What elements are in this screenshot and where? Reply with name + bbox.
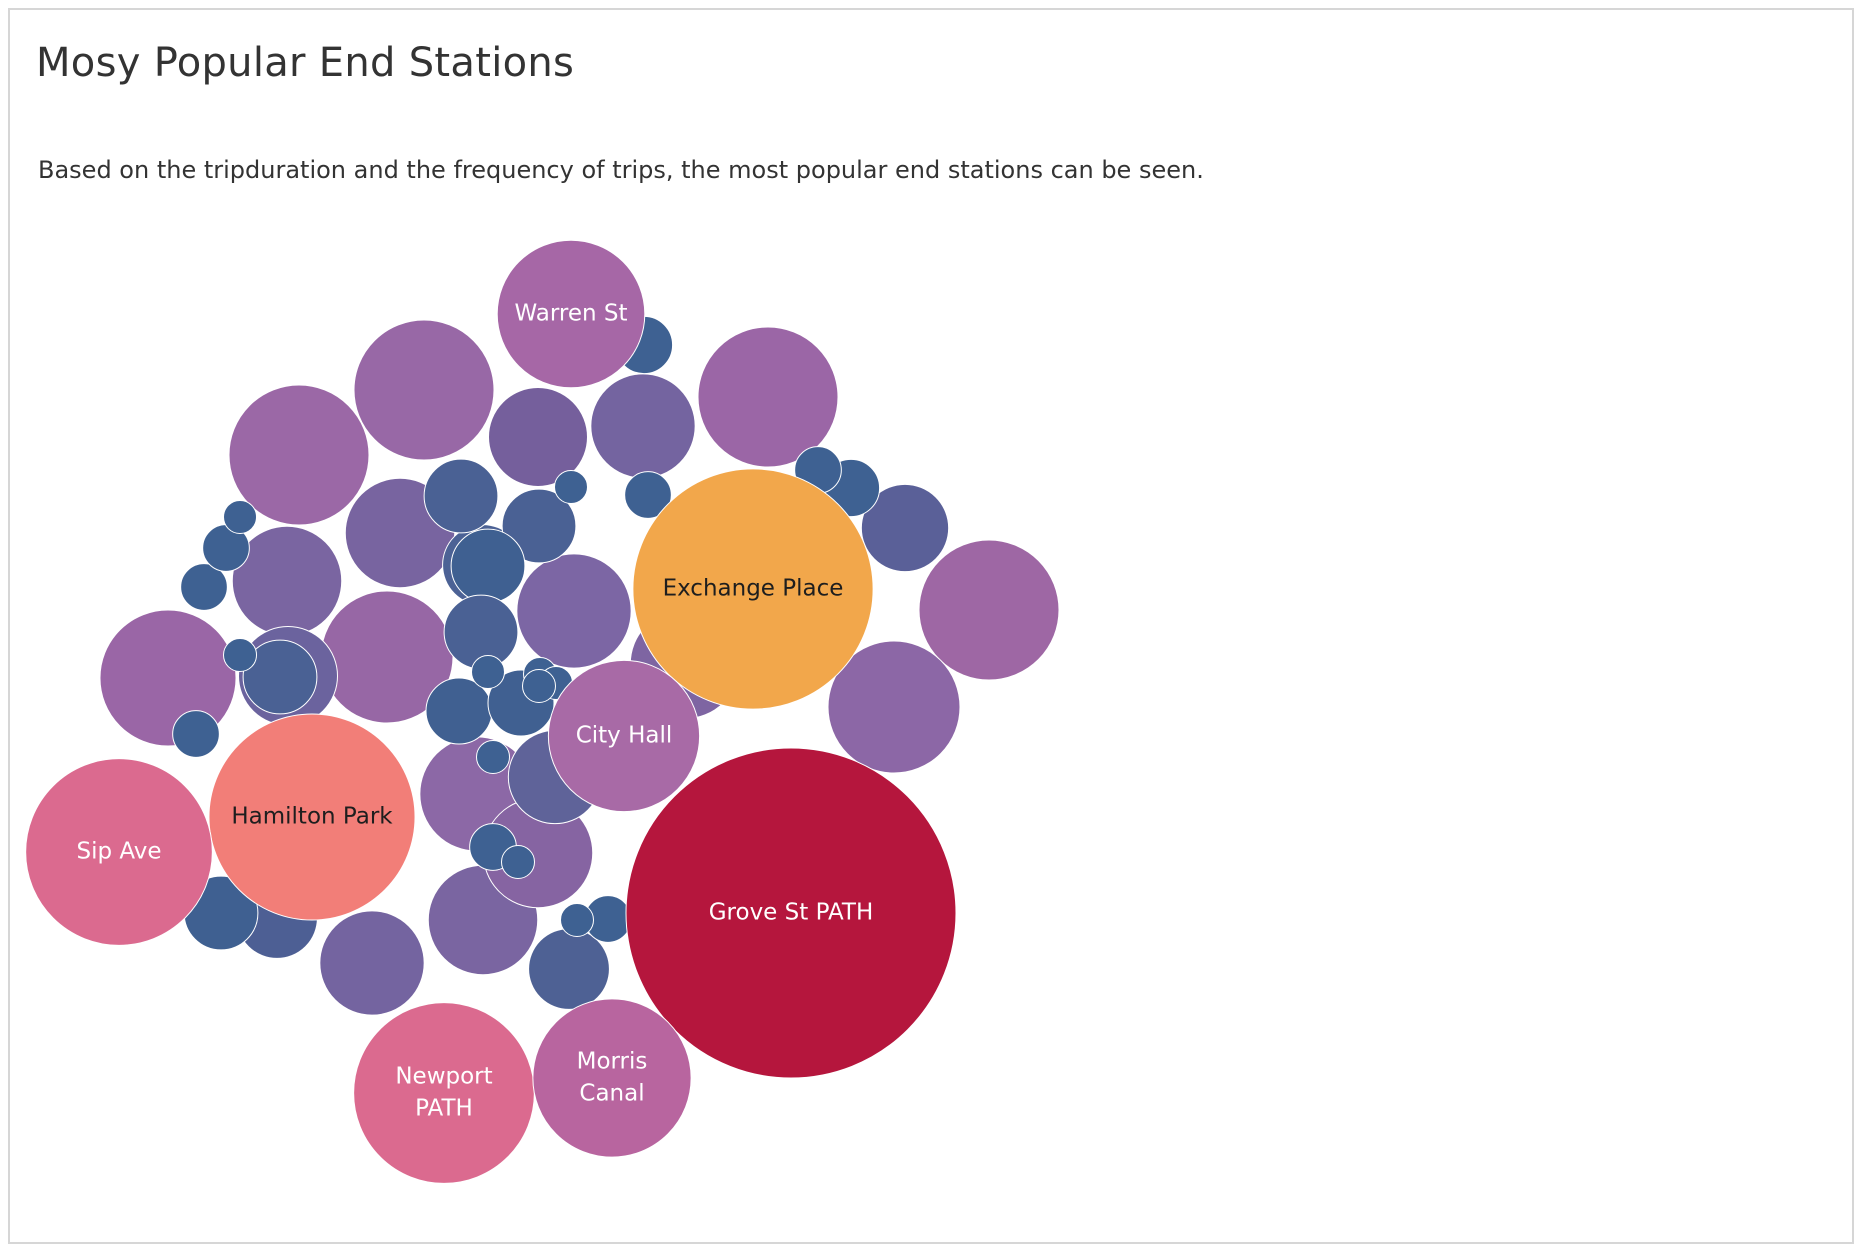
station-bubble[interactable] — [501, 488, 577, 564]
station-bubble[interactable] — [860, 483, 950, 573]
station-bubble[interactable] — [223, 638, 257, 672]
station-bubble[interactable] — [827, 640, 961, 774]
station-bubble[interactable] — [918, 539, 1060, 681]
station-bubble[interactable] — [319, 910, 425, 1016]
station-bubble[interactable] — [590, 373, 696, 479]
station-bubble[interactable] — [522, 669, 556, 703]
station-bubble-grove-st-path[interactable]: Grove St PATH — [625, 747, 957, 1079]
station-bubble[interactable] — [223, 500, 257, 534]
station-bubble[interactable] — [172, 710, 220, 758]
station-bubble[interactable] — [501, 845, 535, 879]
station-bubble[interactable] — [450, 528, 526, 604]
station-bubble[interactable] — [180, 563, 228, 611]
station-bubble-city-hall[interactable]: City Hall — [547, 659, 701, 813]
station-bubble[interactable] — [353, 319, 495, 461]
station-bubble[interactable] — [516, 553, 632, 669]
station-bubble[interactable] — [476, 740, 510, 774]
station-bubble[interactable] — [560, 903, 594, 937]
station-bubble-morris-canal[interactable]: Morris Canal — [532, 998, 692, 1158]
station-bubble[interactable] — [488, 387, 588, 487]
station-bubble-hamilton-park[interactable]: Hamilton Park — [208, 713, 416, 921]
chart-subtitle: Based on the tripduration and the freque… — [38, 156, 1204, 184]
station-bubble-exchange-place[interactable]: Exchange Place — [632, 468, 874, 710]
station-bubble[interactable] — [528, 928, 610, 1010]
station-bubble[interactable] — [624, 471, 672, 519]
station-bubble[interactable] — [554, 470, 588, 504]
station-bubble[interactable] — [423, 458, 499, 534]
station-bubble[interactable] — [242, 639, 318, 715]
station-bubble-newport-path[interactable]: Newport PATH — [353, 1002, 535, 1184]
station-bubble-warren-st[interactable]: Warren St — [496, 239, 646, 389]
chart-title: Mosy Popular End Stations — [36, 40, 575, 86]
station-bubble[interactable] — [471, 655, 505, 689]
station-bubble[interactable] — [228, 384, 370, 526]
station-bubble-sip-ave[interactable]: Sip Ave — [25, 758, 213, 946]
station-bubble[interactable] — [697, 326, 839, 468]
